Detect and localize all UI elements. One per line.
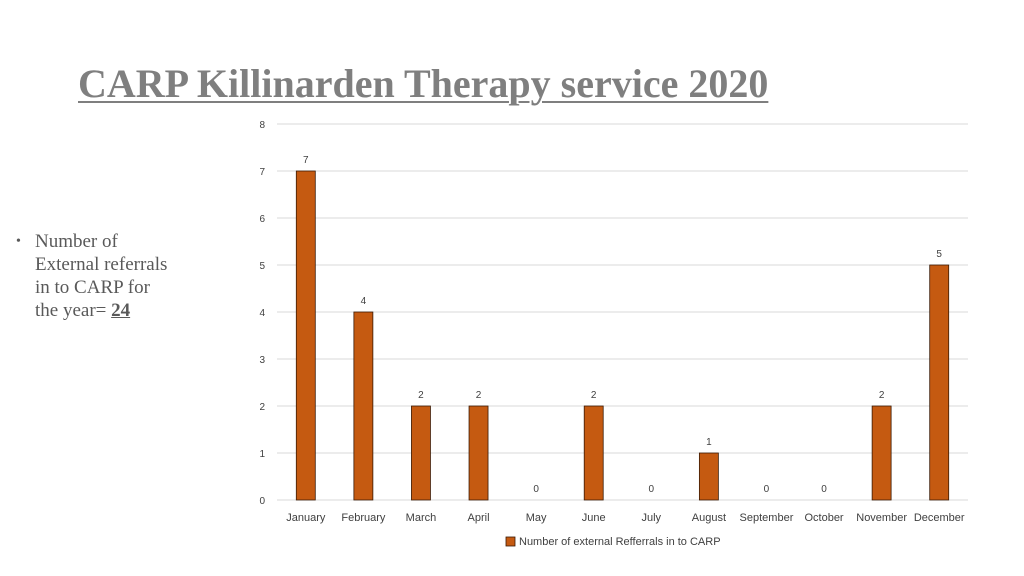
x-tick-label: September <box>740 512 794 524</box>
bar <box>353 311 374 501</box>
x-tick-label: August <box>692 512 726 524</box>
data-label: 2 <box>418 390 424 401</box>
data-label: 2 <box>879 390 885 401</box>
data-label: 7 <box>303 155 309 166</box>
slide-title: CARP Killinarden Therapy service 2020 <box>78 61 769 106</box>
bar <box>929 264 950 501</box>
bars <box>295 170 950 501</box>
data-label: 2 <box>476 390 482 401</box>
bar <box>871 405 892 501</box>
legend: Number of external Refferrals in to CARP <box>505 536 721 548</box>
bar <box>583 405 604 501</box>
bullet-text: Number of External referrals in to CARP … <box>35 230 168 322</box>
x-tick-label: June <box>582 512 606 524</box>
bar <box>698 452 719 501</box>
referral-total: 24 <box>111 300 131 321</box>
bar <box>411 405 431 501</box>
bullet-point: • Number of External referrals in to CAR… <box>16 230 168 322</box>
x-tick-label: May <box>526 512 547 524</box>
y-tick-label: 7 <box>259 167 265 178</box>
x-tick-label: February <box>341 512 386 524</box>
bullet-label: Number of External referrals in to CARP … <box>35 231 168 321</box>
x-tick-label: November <box>856 512 907 524</box>
data-label: 0 <box>649 484 655 495</box>
x-tick-label: March <box>406 512 437 524</box>
data-labels: 7 4 2 2 0 2 0 1 0 0 2 5 <box>303 155 942 495</box>
x-tick-labels: January February March April May June July Augu… <box>286 512 965 524</box>
y-tick-label: 5 <box>259 261 265 272</box>
y-tick-label: 1 <box>259 449 265 460</box>
x-tick-label: July <box>642 512 662 524</box>
x-tick-label: December <box>914 512 965 524</box>
y-tick-label: 3 <box>259 355 265 366</box>
legend-label: Number of external Refferrals in to CARP <box>519 536 721 548</box>
legend-swatch <box>505 536 516 547</box>
bar <box>468 405 489 501</box>
x-tick-label: April <box>468 512 490 524</box>
data-label: 5 <box>936 249 942 260</box>
data-label: 0 <box>821 484 827 495</box>
y-tick-labels: 0 1 2 3 4 5 6 7 8 <box>259 120 265 507</box>
bar <box>295 170 316 501</box>
data-label: 1 <box>706 437 712 448</box>
data-label: 4 <box>361 296 367 307</box>
x-tick-label: January <box>286 512 326 524</box>
y-tick-label: 4 <box>259 308 265 319</box>
gridlines <box>277 123 968 501</box>
data-label: 2 <box>591 390 597 401</box>
x-tick-label: October <box>804 512 843 524</box>
y-tick-label: 8 <box>259 120 265 131</box>
y-tick-label: 2 <box>259 402 265 413</box>
y-tick-label: 0 <box>259 496 265 507</box>
data-label: 0 <box>764 484 770 495</box>
y-tick-label: 6 <box>259 214 265 225</box>
data-label: 0 <box>533 484 539 495</box>
bullet-icon: • <box>16 234 21 249</box>
